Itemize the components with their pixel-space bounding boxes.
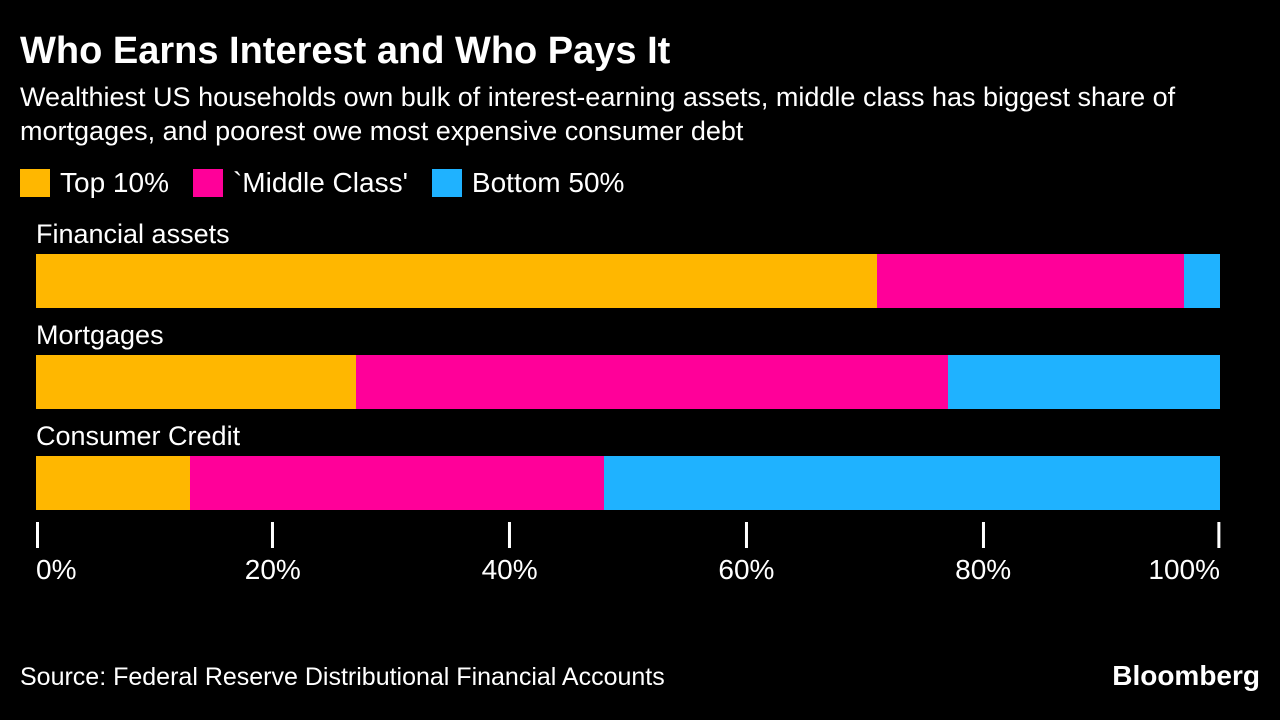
bar <box>36 456 1220 510</box>
tick-mark-icon <box>36 522 39 548</box>
bar <box>36 254 1220 308</box>
axis-tick: 60% <box>718 522 774 586</box>
bar-segment-middle <box>190 456 604 510</box>
legend: Top 10% `Middle Class' Bottom 50% <box>20 167 1260 199</box>
stacked-bar-chart: Financial assets Mortgages Consumer Cred… <box>36 219 1220 592</box>
tick-mark-icon <box>982 522 985 548</box>
bar-label: Financial assets <box>36 219 1220 250</box>
bar-group: Financial assets <box>36 219 1220 308</box>
bar-label: Consumer Credit <box>36 421 1220 452</box>
tick-mark-icon <box>1217 522 1220 548</box>
bar-segment-top10 <box>36 254 877 308</box>
axis-tick: 0% <box>36 522 76 586</box>
axis-tick: 40% <box>482 522 538 586</box>
axis-tick: 80% <box>955 522 1011 586</box>
legend-label: Top 10% <box>60 167 169 199</box>
chart-title: Who Earns Interest and Who Pays It <box>20 30 1260 73</box>
tick-mark-icon <box>508 522 511 548</box>
bar-label: Mortgages <box>36 320 1220 351</box>
bar-segment-bottom50 <box>1184 254 1220 308</box>
legend-label: `Middle Class' <box>233 167 408 199</box>
legend-item: Bottom 50% <box>432 167 625 199</box>
bar-segment-bottom50 <box>948 355 1220 409</box>
axis-tick: 20% <box>245 522 301 586</box>
chart-subtitle: Wealthiest US households own bulk of int… <box>20 81 1260 149</box>
bar-group: Mortgages <box>36 320 1220 409</box>
tick-mark-icon <box>271 522 274 548</box>
bar-segment-top10 <box>36 355 356 409</box>
legend-item: `Middle Class' <box>193 167 408 199</box>
legend-item: Top 10% <box>20 167 169 199</box>
x-axis: 0% 20% 40% 60% 80% 100% <box>36 522 1220 592</box>
brand-text: Bloomberg <box>1112 660 1260 692</box>
tick-label: 20% <box>245 554 301 586</box>
bar-segment-top10 <box>36 456 190 510</box>
legend-swatch <box>193 169 223 197</box>
axis-tick: 100% <box>1148 522 1220 586</box>
bar-segment-middle <box>877 254 1185 308</box>
tick-label: 60% <box>718 554 774 586</box>
bar-segment-bottom50 <box>604 456 1220 510</box>
legend-swatch <box>20 169 50 197</box>
tick-label: 40% <box>482 554 538 586</box>
tick-label: 0% <box>36 554 76 586</box>
tick-label: 100% <box>1148 554 1220 586</box>
bar <box>36 355 1220 409</box>
tick-label: 80% <box>955 554 1011 586</box>
source-text: Source: Federal Reserve Distributional F… <box>20 663 665 692</box>
bar-group: Consumer Credit <box>36 421 1220 510</box>
legend-label: Bottom 50% <box>472 167 625 199</box>
tick-mark-icon <box>745 522 748 548</box>
bar-segment-middle <box>356 355 948 409</box>
chart-footer: Source: Federal Reserve Distributional F… <box>20 660 1260 692</box>
legend-swatch <box>432 169 462 197</box>
